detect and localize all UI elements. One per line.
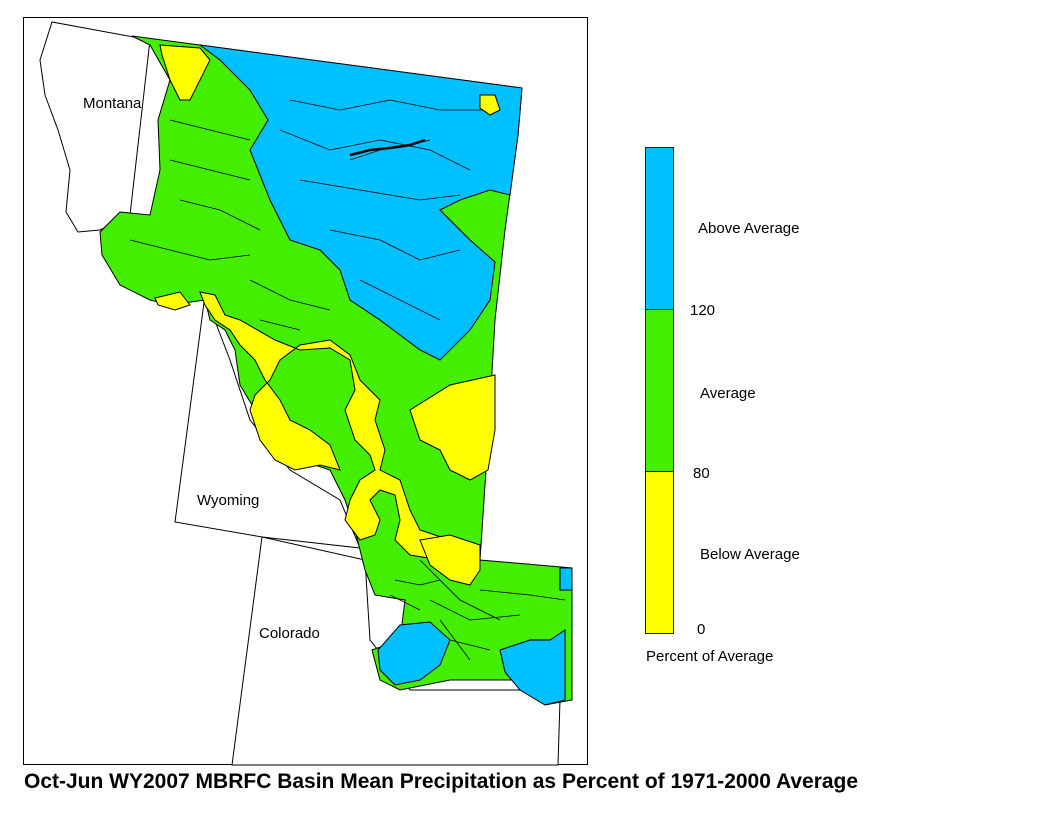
legend-below-label: Below Average [700, 546, 800, 563]
colorado-label: Colorado [259, 625, 320, 642]
basin-lines-north [279, 99, 490, 321]
wyoming-outline [174, 294, 361, 549]
legend-tick-80: 80 [693, 465, 710, 482]
basin-lines-green [129, 119, 566, 661]
region-above-north [198, 44, 523, 361]
region-below-top [159, 44, 211, 101]
region-below-east [409, 374, 496, 481]
region-above-southeast [499, 629, 566, 706]
montana-label: Montana [83, 95, 142, 112]
legend-above-label: Above Average [698, 220, 800, 237]
region-below-west [154, 291, 191, 311]
legend-seg-average [645, 309, 674, 472]
region-above-ne-strip [559, 567, 573, 591]
region-below-topright [479, 94, 501, 116]
legend-seg-below [645, 471, 674, 634]
wyoming-label: Wyoming [197, 492, 260, 509]
legend-color-bar [645, 147, 674, 634]
region-above-south [377, 621, 451, 686]
legend-average-label: Average [700, 385, 756, 402]
map-title: Oct-Jun WY2007 MBRFC Basin Mean Precipit… [24, 770, 859, 793]
legend-tick-0: 0 [697, 621, 706, 638]
legend-caption: Percent of Average [646, 648, 774, 665]
region-below-central [199, 291, 481, 581]
legend-seg-above [645, 147, 674, 310]
region-below-south [419, 534, 481, 586]
river-line [349, 138, 426, 157]
montana-outline [39, 21, 151, 233]
legend-tick-120: 120 [690, 302, 716, 319]
